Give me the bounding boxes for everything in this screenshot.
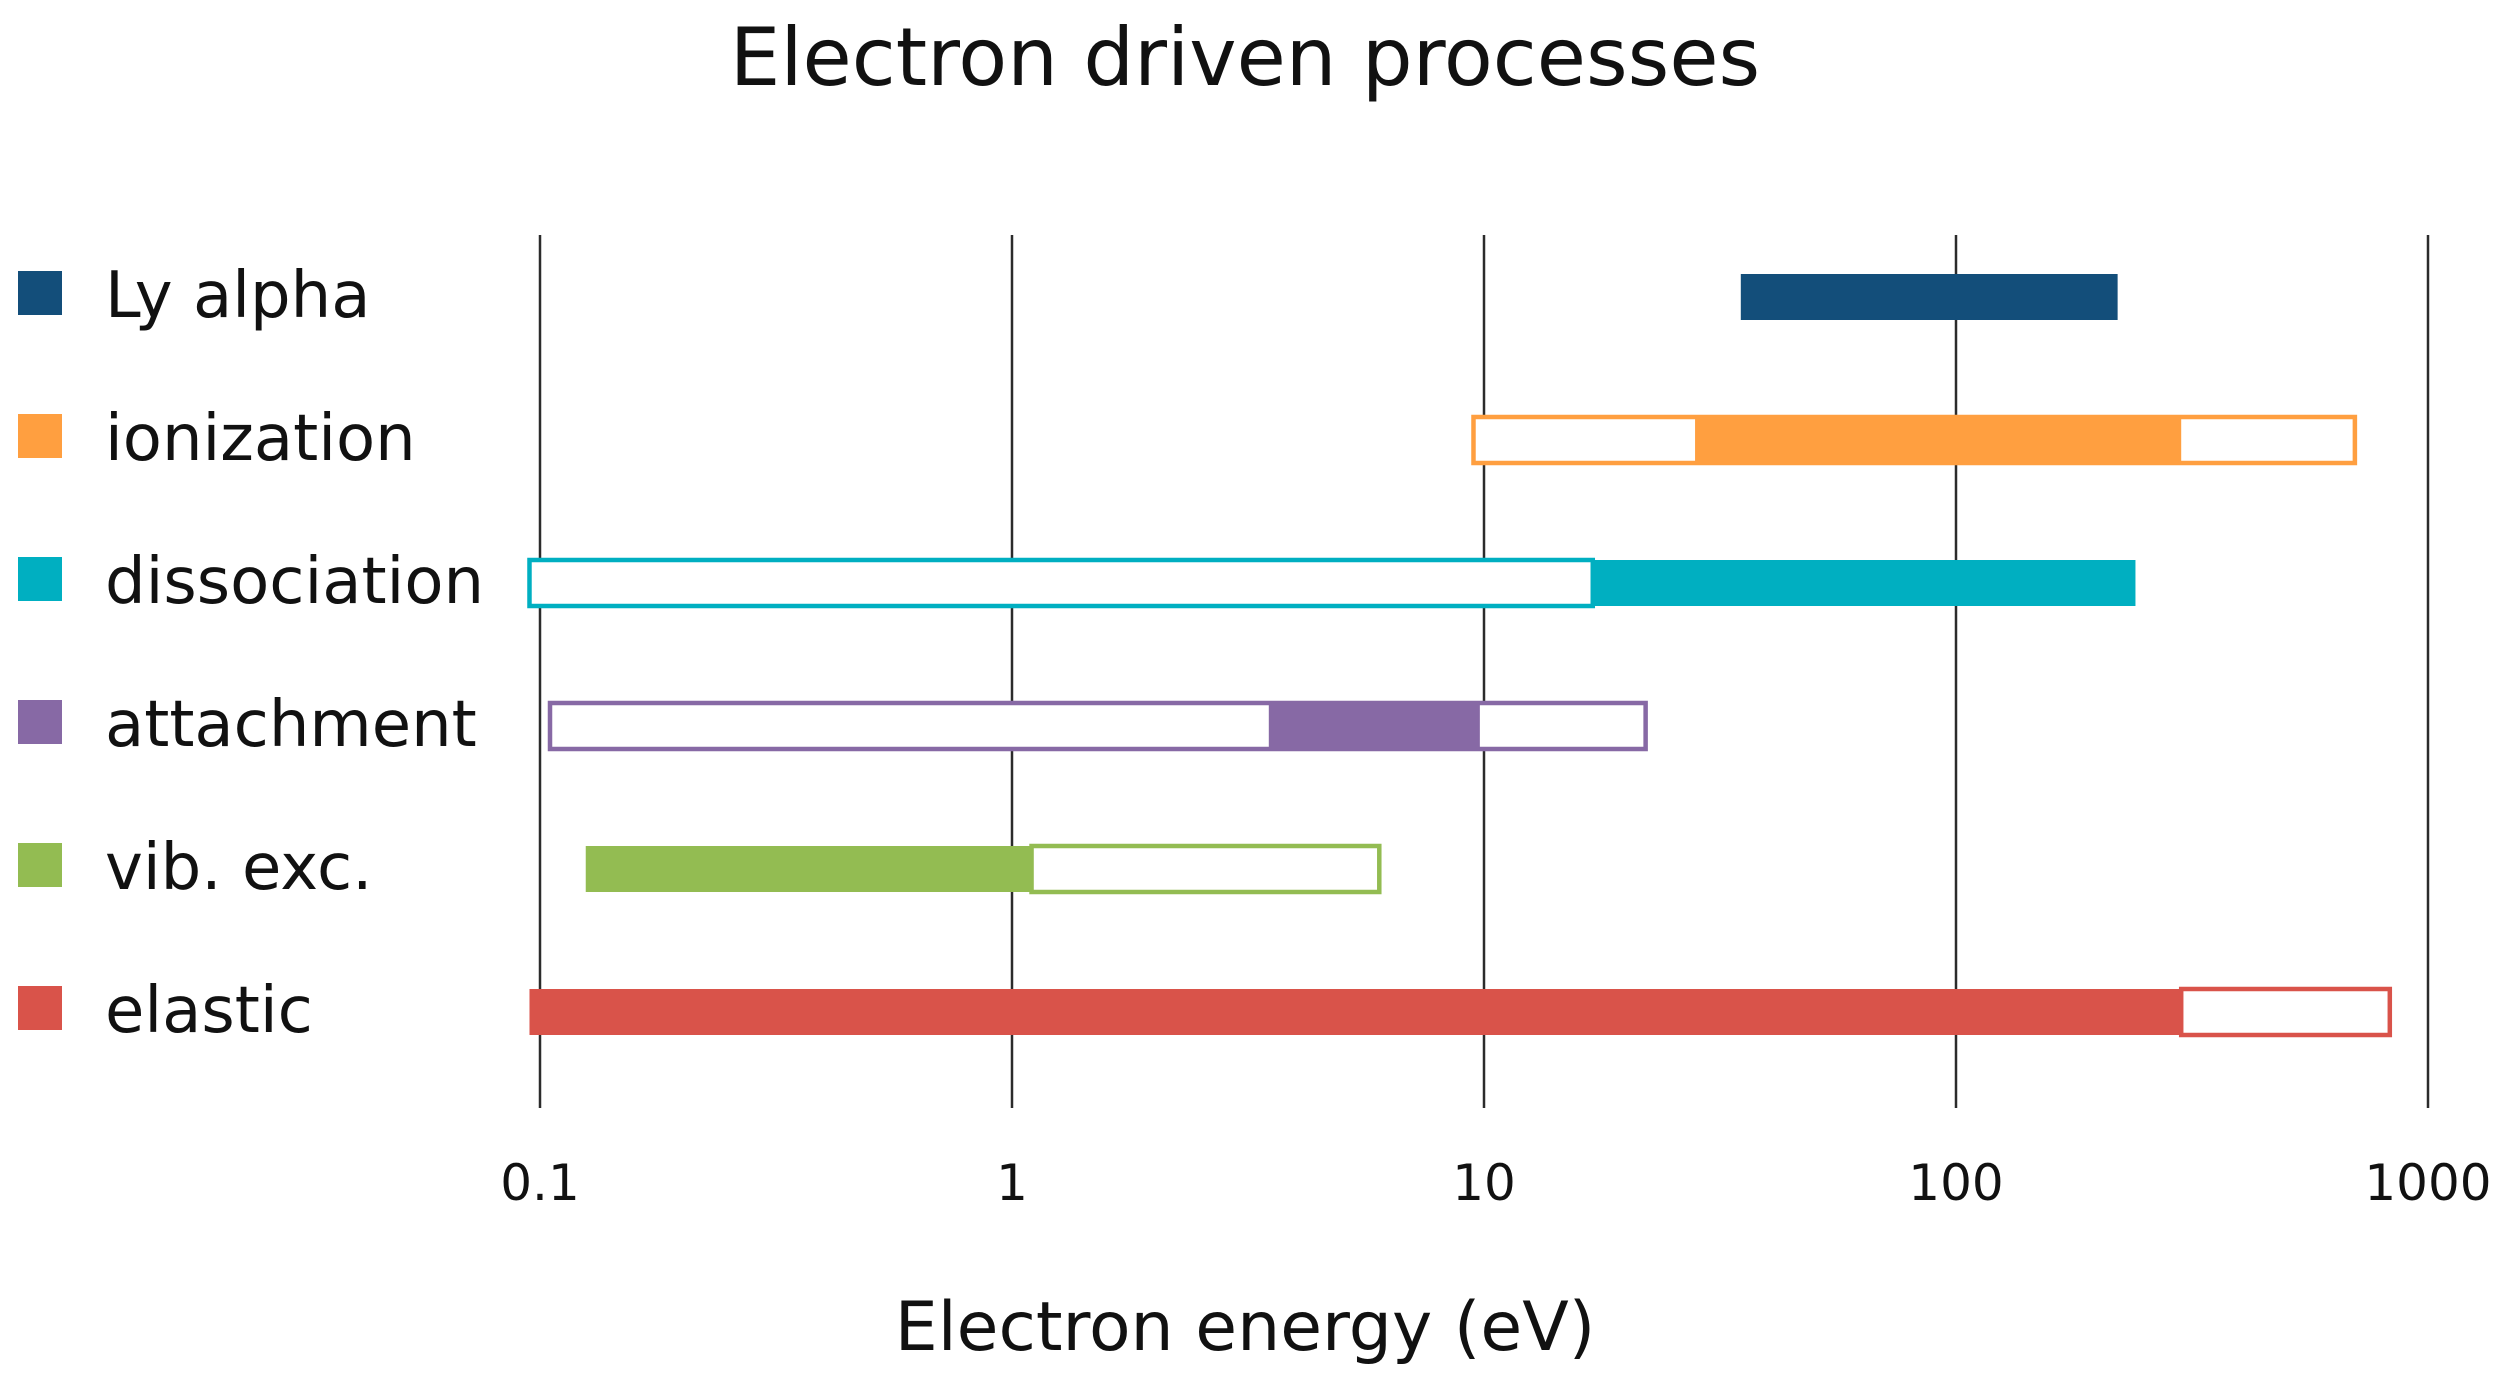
range-outline-bar: [547, 700, 1648, 752]
legend-label: ionization: [105, 402, 416, 476]
legend-label: attachment: [105, 688, 477, 762]
range-filled-bar: [529, 989, 2182, 1035]
range-filled-bar: [1695, 417, 2182, 463]
legend-swatch: [18, 414, 62, 458]
chart-title: Electron driven processes: [730, 11, 1760, 104]
legend: Ly alpha ionization dissociation attachment…: [18, 259, 484, 1048]
legend-label: Ly alpha: [105, 259, 370, 333]
range-filled-bar: [1592, 560, 2136, 606]
x-tick-label: 10: [1452, 1154, 1516, 1212]
range-outline-bar: [1029, 843, 1382, 895]
legend-label: elastic: [105, 974, 313, 1048]
legend-swatch: [18, 843, 62, 887]
x-tick-label: 1: [996, 1154, 1028, 1212]
range-filled-bar: [1268, 703, 1480, 749]
legend-swatch: [18, 271, 62, 315]
bars: [527, 274, 2393, 1038]
x-tick-label: 0.1: [500, 1154, 580, 1212]
range-filled-bar: [585, 846, 1032, 892]
legend-swatch: [18, 986, 62, 1030]
legend-label: vib. exc.: [105, 831, 373, 905]
legend-swatch: [18, 557, 62, 601]
range-outline-bar: [2178, 986, 2393, 1038]
range-outline-bar: [527, 557, 1596, 609]
legend-swatch: [18, 700, 62, 744]
x-tick-label: 1000: [2364, 1154, 2491, 1212]
gridlines: [538, 235, 2430, 1108]
legend-label: dissociation: [105, 545, 484, 619]
range-filled-bar: [1740, 274, 2118, 320]
x-axis-tick-labels: 0.1 1 10 100 1000: [500, 1154, 2491, 1212]
x-axis-title: Electron energy (eV): [895, 1288, 1596, 1367]
x-tick-label: 100: [1908, 1154, 2003, 1212]
